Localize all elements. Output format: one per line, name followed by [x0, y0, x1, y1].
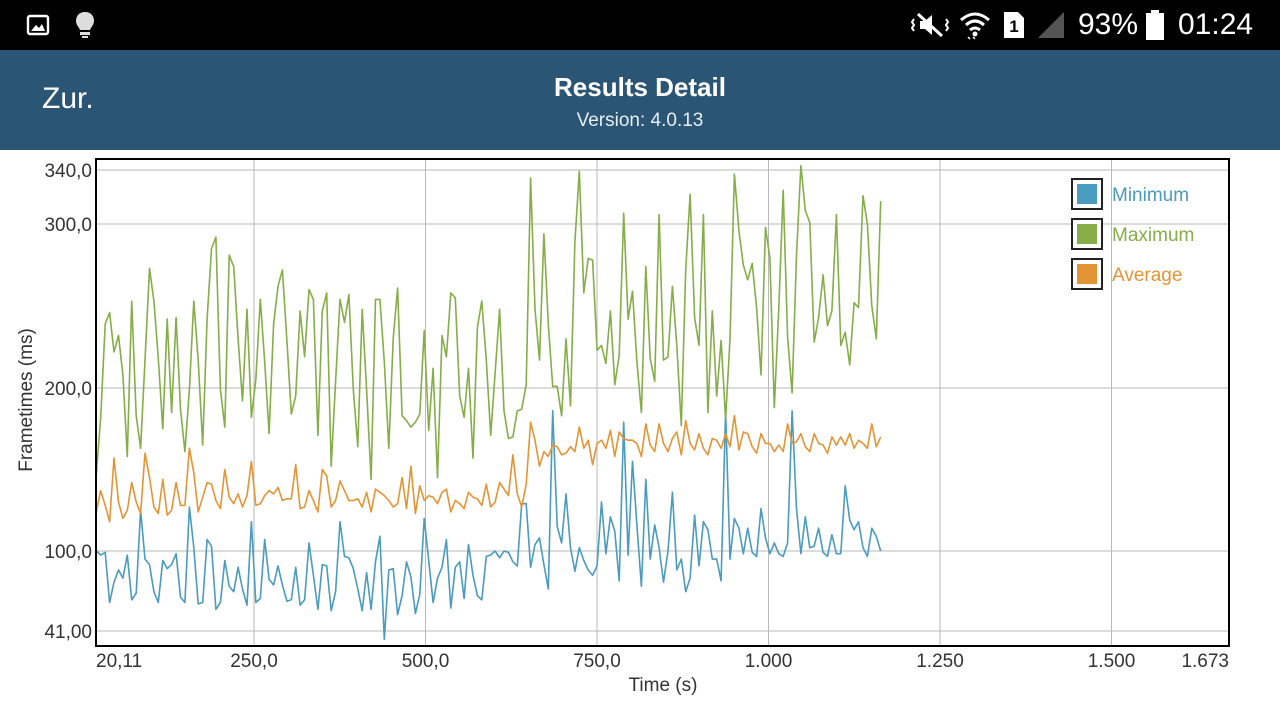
x-tick-label: 500,0 [402, 651, 450, 672]
y-tick-label: 200,0 [44, 379, 92, 400]
y-tick-label: 300,0 [44, 215, 92, 236]
back-button[interactable]: Zur. [42, 82, 94, 115]
status-bar: 1 93% 01:24 [0, 0, 1280, 50]
series-line-average [95, 414, 882, 523]
y-tick-label: 41,00 [44, 622, 92, 643]
app-bar: Zur. Results Detail Version: 4.0.13 [0, 50, 1280, 150]
sim-slot-label: 1 [1009, 17, 1018, 36]
lightbulb-icon [74, 0, 96, 50]
frametimes-chart: 41,00 100,0 200,0 300,0 340,0 20,11 250,0 500,0… [16, 158, 1230, 696]
y-tick-label: 340,0 [44, 161, 92, 182]
x-tick-label: 20,11 [96, 651, 142, 672]
y-tick-label: 100,0 [44, 542, 92, 563]
legend-label-minimum: Minimum [1112, 185, 1189, 206]
version-label: Version: 4.0.13 [576, 110, 704, 131]
series-line-maximum [95, 164, 882, 481]
series-line-minimum [95, 409, 882, 641]
legend-swatch-minimum [1077, 184, 1097, 204]
x-tick-label: 1.000 [745, 651, 793, 672]
plot-background [96, 159, 1229, 646]
mute-vibrate-icon [910, 0, 950, 50]
legend-swatch-maximum [1077, 224, 1097, 244]
clock: 01:24 [1178, 8, 1254, 41]
legend-label-average: Average [1112, 265, 1182, 286]
battery-percent: 93% [1078, 8, 1139, 41]
legend-swatch-average [1077, 264, 1097, 284]
signal-icon [1036, 0, 1066, 50]
frametimes-chart-area: 41,00 100,0 200,0 300,0 340,0 20,11 250,0 500,0… [0, 150, 1280, 720]
x-tick-label: 250,0 [230, 651, 278, 672]
legend-label-maximum: Maximum [1112, 225, 1194, 246]
gallery-icon [26, 0, 50, 50]
x-axis-title: Time (s) [629, 675, 698, 696]
x-tick-label: 1.673 [1181, 651, 1229, 672]
battery-icon [1144, 0, 1166, 50]
wifi-icon [959, 0, 991, 50]
x-tick-label: 1.500 [1088, 651, 1136, 672]
x-tick-label: 1.250 [916, 651, 964, 672]
plot-frame [95, 158, 1230, 647]
sim-1-icon: 1 [1002, 0, 1026, 50]
x-tick-label: 750,0 [573, 651, 621, 672]
page-title: Results Detail [554, 72, 726, 102]
y-axis-title: Frametimes (ms) [16, 328, 37, 472]
